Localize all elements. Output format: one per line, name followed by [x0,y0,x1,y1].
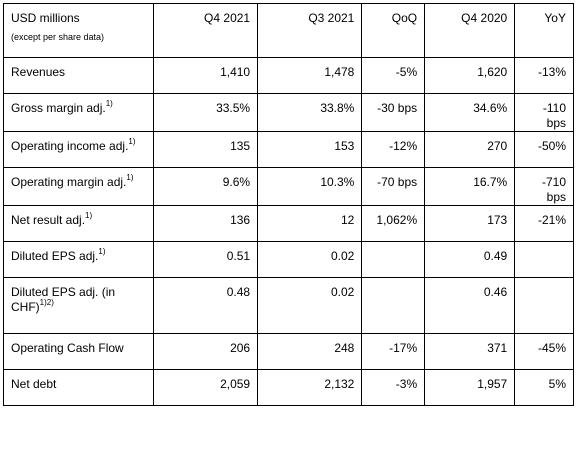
value-cell: 0.02 [257,277,363,334]
value-cell: 173 [424,205,516,242]
column-header-qoq: QoQ [361,3,426,58]
table-row: Gross margin adj.1) 33.5% 33.8% -30 bps … [3,93,574,132]
value-cell: 0.49 [424,241,516,278]
row-label: Operating margin adj.1) [3,167,154,206]
value-cell: 248 [257,333,363,370]
table-row: Operating margin adj.1) 9.6% 10.3% -70 b… [3,167,574,206]
row-label-text: Operating margin adj. [11,175,127,189]
value-cell: 136 [152,205,259,242]
table-row: Net debt 2,059 2,132 -3% 1,957 5% [3,369,574,406]
value-cell: 270 [424,131,516,168]
value-cell: -45% [514,333,574,370]
column-header-q4-2021: Q4 2021 [152,3,259,58]
table-row: Operating Cash Flow 206 248 -17% 371 -45… [3,333,574,370]
table-row: Diluted EPS adj. (in CHF)1)2) 0.48 0.02 0… [3,277,574,334]
row-label: Operating Cash Flow [3,333,154,370]
value-cell: -5% [361,57,426,94]
row-label: Gross margin adj.1) [3,93,154,132]
value-cell [514,277,574,334]
value-cell: 0.46 [424,277,516,334]
value-cell: 1,062% [361,205,426,242]
value-cell: -50% [514,131,574,168]
footnote-marker: 1)2) [39,298,54,307]
footnote-marker: 1) [128,137,136,146]
footnote-marker: 1) [105,99,113,108]
value-cell: 12 [257,205,363,242]
value-cell: 153 [257,131,363,168]
value-cell: 33.5% [152,93,259,132]
value-cell: 34.6% [424,93,516,132]
table-row: Revenues 1,410 1,478 -5% 1,620 -13% [3,57,574,94]
value-cell: 371 [424,333,516,370]
value-cell: -17% [361,333,426,370]
header-label-main: USD millions [11,11,80,25]
value-cell: 2,059 [152,369,259,406]
value-cell: -13% [514,57,574,94]
header-row: USD millions (except per share data) Q4 … [3,3,574,58]
row-label-text: Net result adj. [11,213,86,227]
footnote-marker: 1) [126,173,134,182]
column-header-yoy: YoY [514,3,574,58]
value-cell: -70 bps [361,167,426,206]
row-label: Revenues [3,57,154,94]
value-cell: -710 bps [514,167,574,206]
row-label-text: Gross margin adj. [11,101,106,115]
value-cell: 33.8% [257,93,363,132]
value-cell: 10.3% [257,167,363,206]
row-label-text: Diluted EPS adj. [11,249,99,263]
table-row: Operating income adj.1) 135 153 -12% 270… [3,131,574,168]
header-label-cell: USD millions (except per share data) [3,3,154,58]
row-label-text: Diluted EPS adj. (in [11,285,116,299]
value-cell: -3% [361,369,426,406]
row-label: Net debt [3,369,154,406]
header-label-sub: (except per share data) [11,32,105,42]
value-cell: -21% [514,205,574,242]
value-cell: 9.6% [152,167,259,206]
value-cell: 1,957 [424,369,516,406]
row-label-text: Operating income adj. [11,139,129,153]
value-cell: 2,132 [257,369,363,406]
row-label-text: Net debt [11,377,57,391]
financial-table: USD millions (except per share data) Q4 … [3,3,574,406]
table-row: Net result adj.1) 136 12 1,062% 173 -21% [3,205,574,242]
row-label-text-line2: CHF) [11,300,40,314]
row-label: Diluted EPS adj. (in CHF)1)2) [3,277,154,334]
column-header-q3-2021: Q3 2021 [257,3,363,58]
footnote-marker: 1) [98,247,106,256]
column-header-q4-2020: Q4 2020 [424,3,516,58]
value-cell: -12% [361,131,426,168]
row-label: Operating income adj.1) [3,131,154,168]
row-label: Diluted EPS adj.1) [3,241,154,278]
footnote-marker: 1) [85,211,93,220]
row-label-text: Revenues [11,65,66,79]
value-cell: -110 bps [514,93,574,132]
row-label: Net result adj.1) [3,205,154,242]
value-cell: 0.51 [152,241,259,278]
table-row: Diluted EPS adj.1) 0.51 0.02 0.49 [3,241,574,278]
value-cell [514,241,574,278]
value-cell: 206 [152,333,259,370]
value-cell: 1,410 [152,57,259,94]
value-cell [361,241,426,278]
value-cell [361,277,426,334]
value-cell: -30 bps [361,93,426,132]
value-cell: 0.48 [152,277,259,334]
value-cell: 135 [152,131,259,168]
value-cell: 1,620 [424,57,516,94]
value-cell: 0.02 [257,241,363,278]
value-cell: 1,478 [257,57,363,94]
row-label-text: Operating Cash Flow [11,341,124,355]
value-cell: 16.7% [424,167,516,206]
value-cell: 5% [514,369,574,406]
